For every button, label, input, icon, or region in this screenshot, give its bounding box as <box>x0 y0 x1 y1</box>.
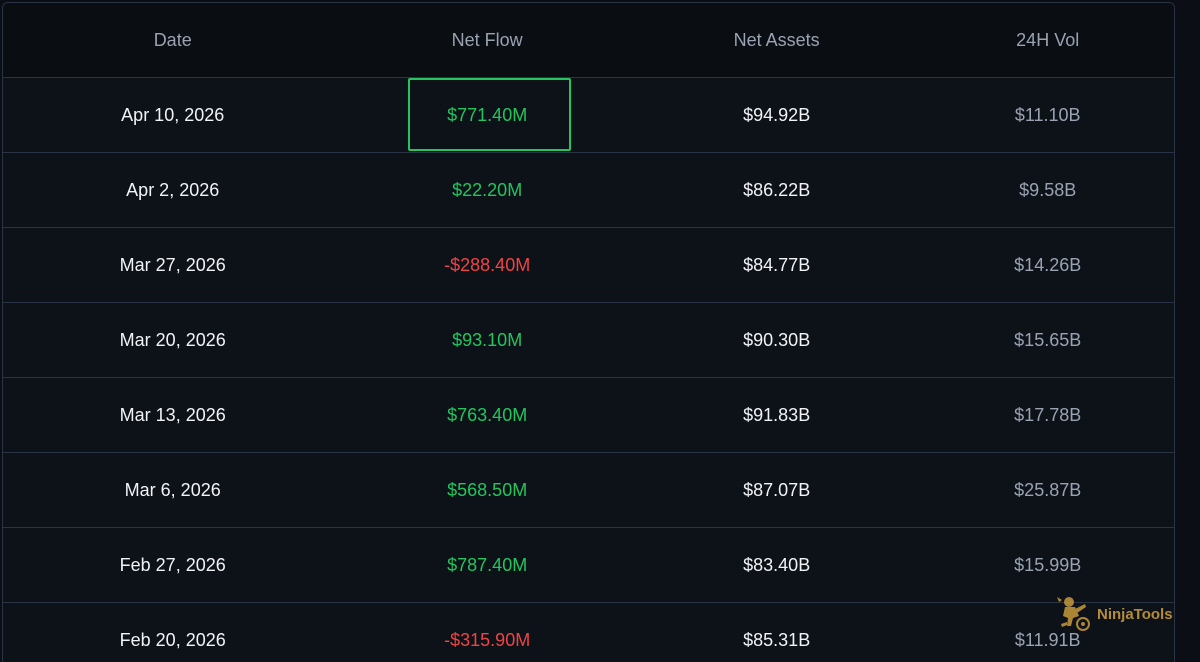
date-cell: Feb 27, 2026 <box>119 554 226 575</box>
date-cell: Mar 27, 2026 <box>119 254 226 275</box>
date-cell: Mar 6, 2026 <box>124 479 221 500</box>
net-flow-cell: $568.50M <box>447 479 528 500</box>
net-assets-cell: $90.30B <box>743 329 811 350</box>
vol-24h-cell: $25.87B <box>1014 479 1082 500</box>
table-row[interactable]: Mar 27, 2026 -$288.40M $84.77B $14.26B <box>3 228 1174 303</box>
net-flow-cell: -$315.90M <box>444 629 531 650</box>
etf-flow-table: Date Net Flow Net Assets 24H Vol Apr 10,… <box>2 2 1175 662</box>
net-assets-cell: $91.83B <box>743 404 811 425</box>
column-header-net-flow[interactable]: Net Flow <box>451 29 523 50</box>
table-header-row: Date Net Flow Net Assets 24H Vol <box>3 3 1174 78</box>
net-flow-cell: $787.40M <box>447 554 528 575</box>
net-assets-cell: $84.77B <box>743 254 811 275</box>
vol-24h-cell: $15.65B <box>1014 329 1082 350</box>
net-assets-cell: $86.22B <box>743 179 811 200</box>
vol-24h-cell: $14.26B <box>1014 254 1082 275</box>
table-row[interactable]: Mar 13, 2026 $763.40M $91.83B $17.78B <box>3 378 1174 453</box>
date-cell: Apr 2, 2026 <box>126 179 220 200</box>
column-header-24h-vol[interactable]: 24H Vol <box>1016 29 1080 50</box>
net-flow-cell: -$288.40M <box>444 254 531 275</box>
date-cell: Apr 10, 2026 <box>121 104 225 125</box>
table-row[interactable]: Mar 20, 2026 $93.10M $90.30B $15.65B <box>3 303 1174 378</box>
net-assets-cell: $83.40B <box>743 554 811 575</box>
column-header-date[interactable]: Date <box>153 29 192 50</box>
vol-24h-cell: $17.78B <box>1014 404 1082 425</box>
table-row[interactable]: Feb 20, 2026 -$315.90M $85.31B $11.91B <box>3 603 1174 662</box>
net-assets-cell: $94.92B <box>743 104 811 125</box>
date-cell: Mar 20, 2026 <box>119 329 226 350</box>
vol-24h-cell: $9.58B <box>1019 179 1077 200</box>
net-flow-cell: $22.20M <box>452 179 523 200</box>
net-assets-cell: $87.07B <box>743 479 811 500</box>
watermark: NinjaTools <box>1053 594 1173 634</box>
vol-24h-cell: $11.91B <box>1014 629 1081 650</box>
table-row[interactable]: Mar 6, 2026 $568.50M $87.07B $25.87B <box>3 453 1174 528</box>
net-flow-cell: $771.40M <box>447 104 528 125</box>
vol-24h-cell: $15.99B <box>1014 554 1082 575</box>
net-assets-cell: $85.31B <box>743 629 811 650</box>
table-row[interactable]: Apr 10, 2026 $771.40M $94.92B $11.10B <box>3 78 1174 153</box>
net-flow-cell: $93.10M <box>452 329 523 350</box>
vol-24h-cell: $11.10B <box>1014 104 1081 125</box>
column-header-net-assets[interactable]: Net Assets <box>733 29 820 50</box>
ninja-logo-icon <box>1057 597 1090 631</box>
table-row[interactable]: Feb 27, 2026 $787.40M $83.40B $15.99B <box>3 528 1174 603</box>
table-row[interactable]: Apr 2, 2026 $22.20M $86.22B $9.58B <box>3 153 1174 228</box>
date-cell: Mar 13, 2026 <box>119 404 226 425</box>
net-flow-cell: $763.40M <box>447 404 528 425</box>
watermark-text: NinjaTools <box>1097 605 1173 623</box>
date-cell: Feb 20, 2026 <box>119 629 226 650</box>
